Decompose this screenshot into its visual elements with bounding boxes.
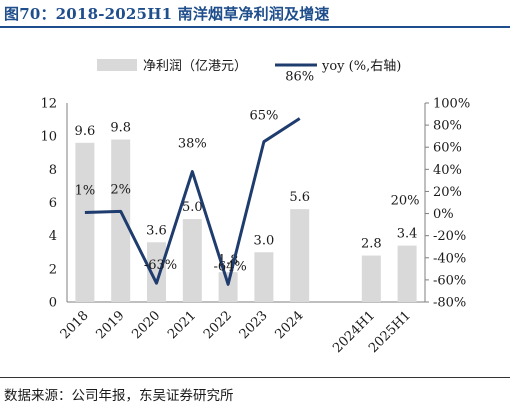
right-tick-label: -80% [433, 296, 466, 311]
x-tick-label: 2024 [273, 308, 307, 342]
bar-value-label: 3.6 [146, 223, 167, 238]
x-tick-label: 2021 [165, 308, 199, 342]
yoy-value-label: 65% [249, 109, 278, 124]
bar-value-label: 9.6 [75, 124, 96, 139]
left-tick-label: 10 [40, 130, 57, 145]
left-tick-label: 4 [49, 229, 57, 244]
legend-bar-swatch [97, 59, 137, 71]
right-tick-label: 40% [433, 163, 462, 178]
left-tick-label: 12 [40, 97, 57, 112]
x-tick-label: 2018 [58, 308, 92, 342]
x-tick-label: 2023 [237, 308, 271, 342]
yoy-labels: 1% 2% -63% 38% -64% 65% 86% 20% [75, 69, 420, 274]
left-tick-label: 6 [49, 196, 57, 211]
bar-value-label: 5.6 [289, 190, 310, 205]
yoy-line-path [84, 117, 301, 286]
bar-2025H1 [397, 245, 417, 302]
yoy-value-label: 1% [75, 183, 96, 198]
right-tick-label: 60% [433, 141, 462, 156]
bar-value-label: 9.8 [110, 120, 131, 135]
yoy-value-label: 38% [178, 137, 207, 152]
left-tick-label: 8 [49, 163, 57, 178]
figure-title: 图70：2018-2025H1 南洋烟草净利润及增速 [4, 5, 330, 23]
right-tick-label: 80% [433, 119, 462, 134]
left-tick-label: 2 [49, 262, 57, 277]
bar-2021 [182, 219, 202, 302]
bar-2020 [147, 242, 166, 302]
x-tick-label: 2020 [129, 308, 163, 342]
legend-line-label: yoy (%,右轴) [321, 59, 401, 74]
legend: 净利润（亿港元） yoy (%,右轴) [97, 59, 401, 74]
bar-2022 [218, 272, 238, 302]
x-tick-label: 2022 [201, 308, 235, 342]
yoy-value-label: 86% [285, 69, 314, 84]
right-tick-label: -60% [433, 273, 466, 288]
source-divider [0, 377, 510, 378]
x-tick-label: 2019 [94, 308, 128, 342]
right-tick-label: 0% [433, 207, 454, 222]
yoy-value-label: 2% [110, 182, 131, 197]
bar-2024 [290, 209, 310, 302]
bar-value-label: 2.8 [361, 237, 382, 252]
bars [75, 139, 417, 302]
bar-2023 [254, 252, 274, 302]
yoy-value-label: -63% [144, 258, 177, 273]
bar-2018 [75, 142, 95, 302]
yoy-line [84, 117, 301, 286]
bar-2024H1 [361, 255, 381, 302]
title-divider [0, 26, 510, 28]
bar-2019 [111, 139, 131, 302]
legend-bar-label: 净利润（亿港元） [143, 59, 247, 74]
source-note: 数据来源：公司年报，东吴证券研究所 [4, 388, 234, 404]
right-tick-label: -40% [433, 251, 466, 266]
right-tick-label: -20% [433, 229, 466, 244]
right-tick-label: 20% [433, 185, 462, 200]
bar-value-label: 3.0 [254, 233, 275, 248]
bar-value-label: 3.4 [397, 227, 418, 242]
left-tick-label: 0 [49, 296, 57, 311]
right-tick-label: 100% [433, 97, 470, 112]
chart: 净利润（亿港元） yoy (%,右轴) 0 2 4 6 8 10 12 -80% -60% -40%… [40, 59, 470, 356]
bar-value-label: 5.0 [182, 200, 203, 215]
yoy-value-label: -64% [213, 259, 246, 274]
yoy-value-label: 20% [391, 193, 420, 208]
